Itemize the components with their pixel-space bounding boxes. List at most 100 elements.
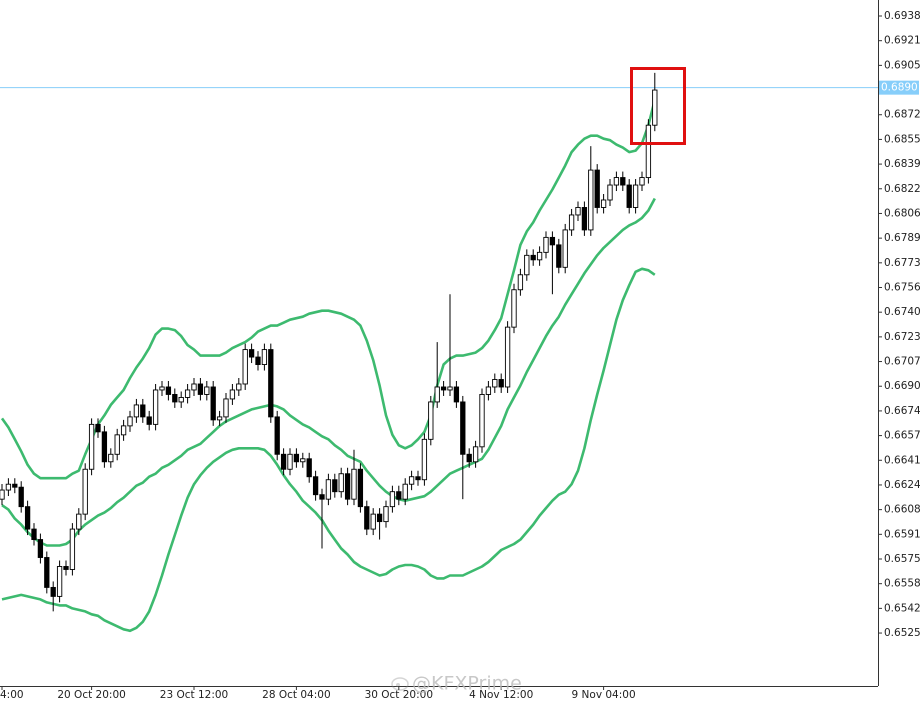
candle (76, 508, 82, 536)
candle (204, 380, 210, 401)
candle-body (632, 184, 639, 208)
x-tick-label: 23 Oct 12:00 (160, 689, 228, 701)
candle-body (184, 389, 191, 398)
candle-body (600, 199, 607, 208)
candle-body (613, 177, 620, 186)
candle-body (325, 479, 332, 500)
candle-body (376, 513, 383, 523)
candle-body (645, 124, 652, 179)
candle (274, 410, 280, 461)
candle (146, 410, 152, 431)
candle (434, 342, 440, 408)
bollinger-band (0, 99, 657, 480)
candle-body (0, 489, 5, 500)
candle (159, 380, 165, 396)
candle-body (178, 396, 184, 403)
candle (37, 533, 44, 564)
candle-body (146, 416, 152, 425)
candle-body (415, 476, 421, 481)
candle-body (562, 229, 568, 268)
candle-body (293, 453, 300, 463)
y-tick-label: 0.68555 (884, 133, 920, 145)
candle (504, 321, 511, 393)
candle (261, 343, 268, 371)
candle (101, 425, 108, 468)
candle (466, 448, 472, 468)
plot-area (0, 72, 878, 633)
candle-body (223, 398, 229, 418)
candle-body (472, 446, 479, 463)
candle (338, 467, 344, 498)
candle (453, 380, 460, 408)
candle-body (69, 528, 76, 570)
x-tick-label: 4:00 (0, 689, 24, 701)
candle-body (82, 468, 88, 515)
candle-body (556, 244, 562, 268)
candle (127, 410, 133, 432)
candle (197, 378, 204, 401)
candle-body (216, 416, 223, 421)
candle (319, 488, 325, 549)
candle (191, 378, 197, 396)
candle-body (191, 383, 197, 391)
y-tick-label: 0.68225 (884, 183, 920, 195)
candle-body (549, 236, 556, 246)
candle-body (5, 483, 12, 491)
candle (280, 448, 287, 476)
candle-body (76, 513, 82, 530)
candle (530, 249, 536, 266)
candle (223, 392, 229, 423)
candle-body (408, 476, 415, 485)
bollinger-band (1, 267, 656, 633)
candle (184, 383, 191, 404)
candle-body (114, 434, 120, 455)
candle (600, 194, 607, 214)
candle (389, 485, 396, 513)
candle (536, 246, 543, 266)
candle-body (351, 468, 357, 500)
candle (152, 383, 159, 431)
candle-body (120, 425, 127, 436)
highlight-box (630, 67, 686, 145)
candle (88, 418, 95, 476)
candle (242, 343, 248, 390)
candle-body (255, 356, 261, 365)
candle (31, 523, 37, 546)
candle-body (24, 506, 31, 530)
candle (498, 373, 504, 393)
bollinger-band (1, 197, 656, 547)
candle-body (319, 494, 325, 500)
x-tick-label: 28 Oct 04:00 (262, 689, 330, 701)
candle (485, 380, 492, 401)
candle (172, 388, 178, 408)
candle-body (133, 404, 140, 418)
candle (556, 238, 562, 274)
candle-body (140, 404, 146, 418)
candle-body (306, 458, 312, 478)
candle-body (274, 416, 280, 455)
candle (56, 560, 63, 603)
candle (351, 449, 357, 506)
candle (12, 478, 18, 494)
candle (236, 378, 242, 396)
candle (255, 351, 261, 371)
candle-body (594, 169, 600, 208)
candle (133, 398, 140, 423)
candle-body (344, 473, 351, 500)
candle-body (607, 184, 613, 201)
candle (408, 470, 415, 491)
candle-body (101, 431, 108, 463)
candle-body (383, 506, 389, 523)
candle-body (588, 169, 594, 231)
candle (549, 231, 556, 295)
candle-body (44, 557, 50, 588)
candle (492, 373, 498, 393)
candle (63, 560, 69, 576)
